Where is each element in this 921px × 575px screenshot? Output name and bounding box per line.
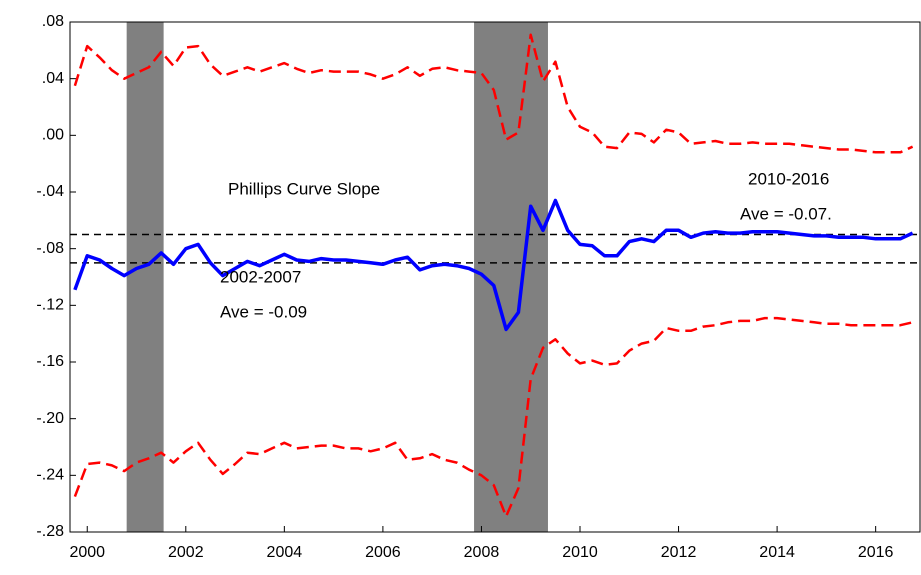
y-tick-label: .08 <box>42 13 64 30</box>
series-label: Phillips Curve Slope <box>228 179 380 198</box>
x-tick-label: 2002 <box>168 544 204 561</box>
x-tick-label: 2016 <box>858 544 894 561</box>
y-tick-label: -.04 <box>36 183 64 200</box>
annotation: 2010-2016 <box>748 169 829 188</box>
x-tick-label: 2006 <box>365 544 401 561</box>
y-tick-label: -.20 <box>36 410 64 427</box>
band-line <box>73 316 913 518</box>
y-tick-label: -.16 <box>36 353 64 370</box>
annotation: Ave = -0.09 <box>220 302 307 321</box>
plot-frame <box>69 21 921 533</box>
band-line <box>73 33 914 154</box>
x-tick-label: 2008 <box>464 544 500 561</box>
y-tick-label: -.12 <box>36 297 64 314</box>
y-tick-label: -.28 <box>36 523 64 540</box>
annotation: Ave = -0.07. <box>740 204 832 223</box>
y-tick-label: .00 <box>42 127 64 144</box>
annotation: 2002-2007 <box>220 267 301 286</box>
x-tick-label: 2000 <box>69 544 105 561</box>
x-tick-label: 2004 <box>267 544 303 561</box>
x-tick-label: 2014 <box>759 544 795 561</box>
y-tick-label: -.08 <box>36 240 64 257</box>
shaded-region <box>126 22 164 532</box>
y-tick-label: .04 <box>42 70 64 87</box>
y-tick-label: -.24 <box>36 467 64 484</box>
x-tick-label: 2012 <box>661 544 697 561</box>
x-tick-label: 2010 <box>562 544 598 561</box>
slope-line <box>73 198 914 332</box>
